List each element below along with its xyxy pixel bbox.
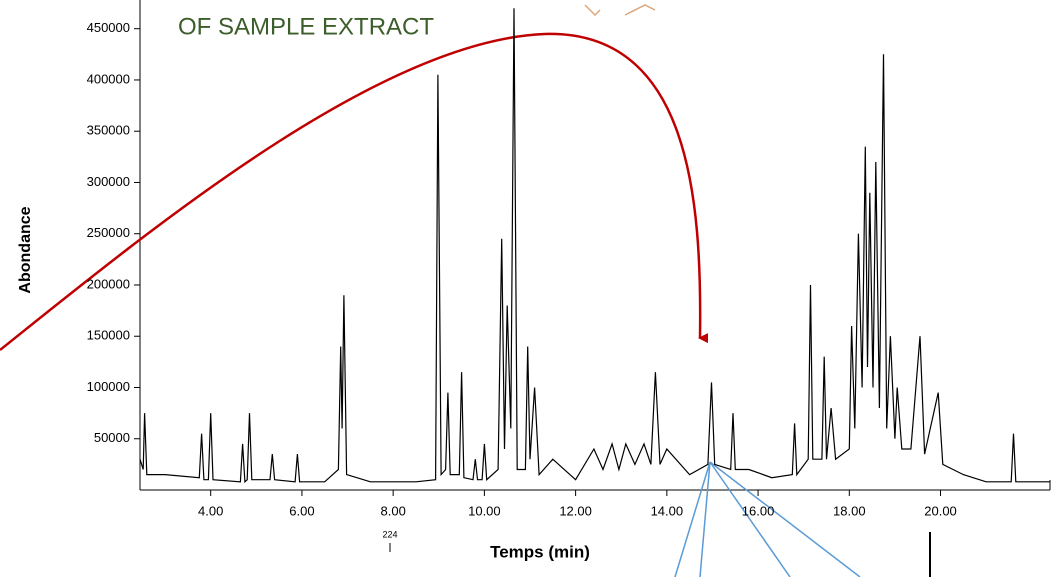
chromatogram-line	[139, 8, 1050, 484]
x-tick-label: 4.00	[198, 503, 223, 518]
chart-title: OF SAMPLE EXTRACT	[178, 13, 434, 40]
x-axis-label: Temps (min)	[490, 542, 590, 561]
callout-line	[709, 461, 861, 577]
y-tick-label: 100000	[87, 379, 130, 394]
callout-line	[699, 461, 711, 577]
y-tick-label: 50000	[94, 430, 130, 445]
x-tick-label: 12.00	[559, 503, 592, 518]
y-tick-label: 300000	[87, 174, 130, 189]
y-axis-label: Abondance	[17, 206, 34, 293]
x-tick-label: 6.00	[289, 503, 314, 518]
x-tick-label: 8.00	[381, 503, 406, 518]
x-tick-label: 16.00	[742, 503, 775, 518]
y-tick-label: 400000	[87, 71, 130, 86]
arrow	[0, 32, 709, 351]
decor	[584, 4, 601, 17]
x-tick-label: 14.00	[651, 503, 684, 518]
x-tick-label: 18.00	[833, 503, 866, 518]
callout-lines	[674, 461, 861, 577]
x-tick-label: 20.00	[924, 503, 957, 518]
y-tick-label: 450000	[87, 20, 130, 35]
y-tick-label: 200000	[87, 276, 130, 291]
y-tick-label: 350000	[87, 123, 130, 138]
x-tick-label: 10.00	[468, 503, 501, 518]
y-tick-label: 150000	[87, 328, 130, 343]
callout-line	[674, 461, 711, 577]
annotation: 224	[382, 529, 397, 539]
y-tick-label: 250000	[87, 225, 130, 240]
decor-icons	[584, 4, 656, 17]
decor	[624, 4, 656, 16]
callout-line	[709, 461, 791, 577]
